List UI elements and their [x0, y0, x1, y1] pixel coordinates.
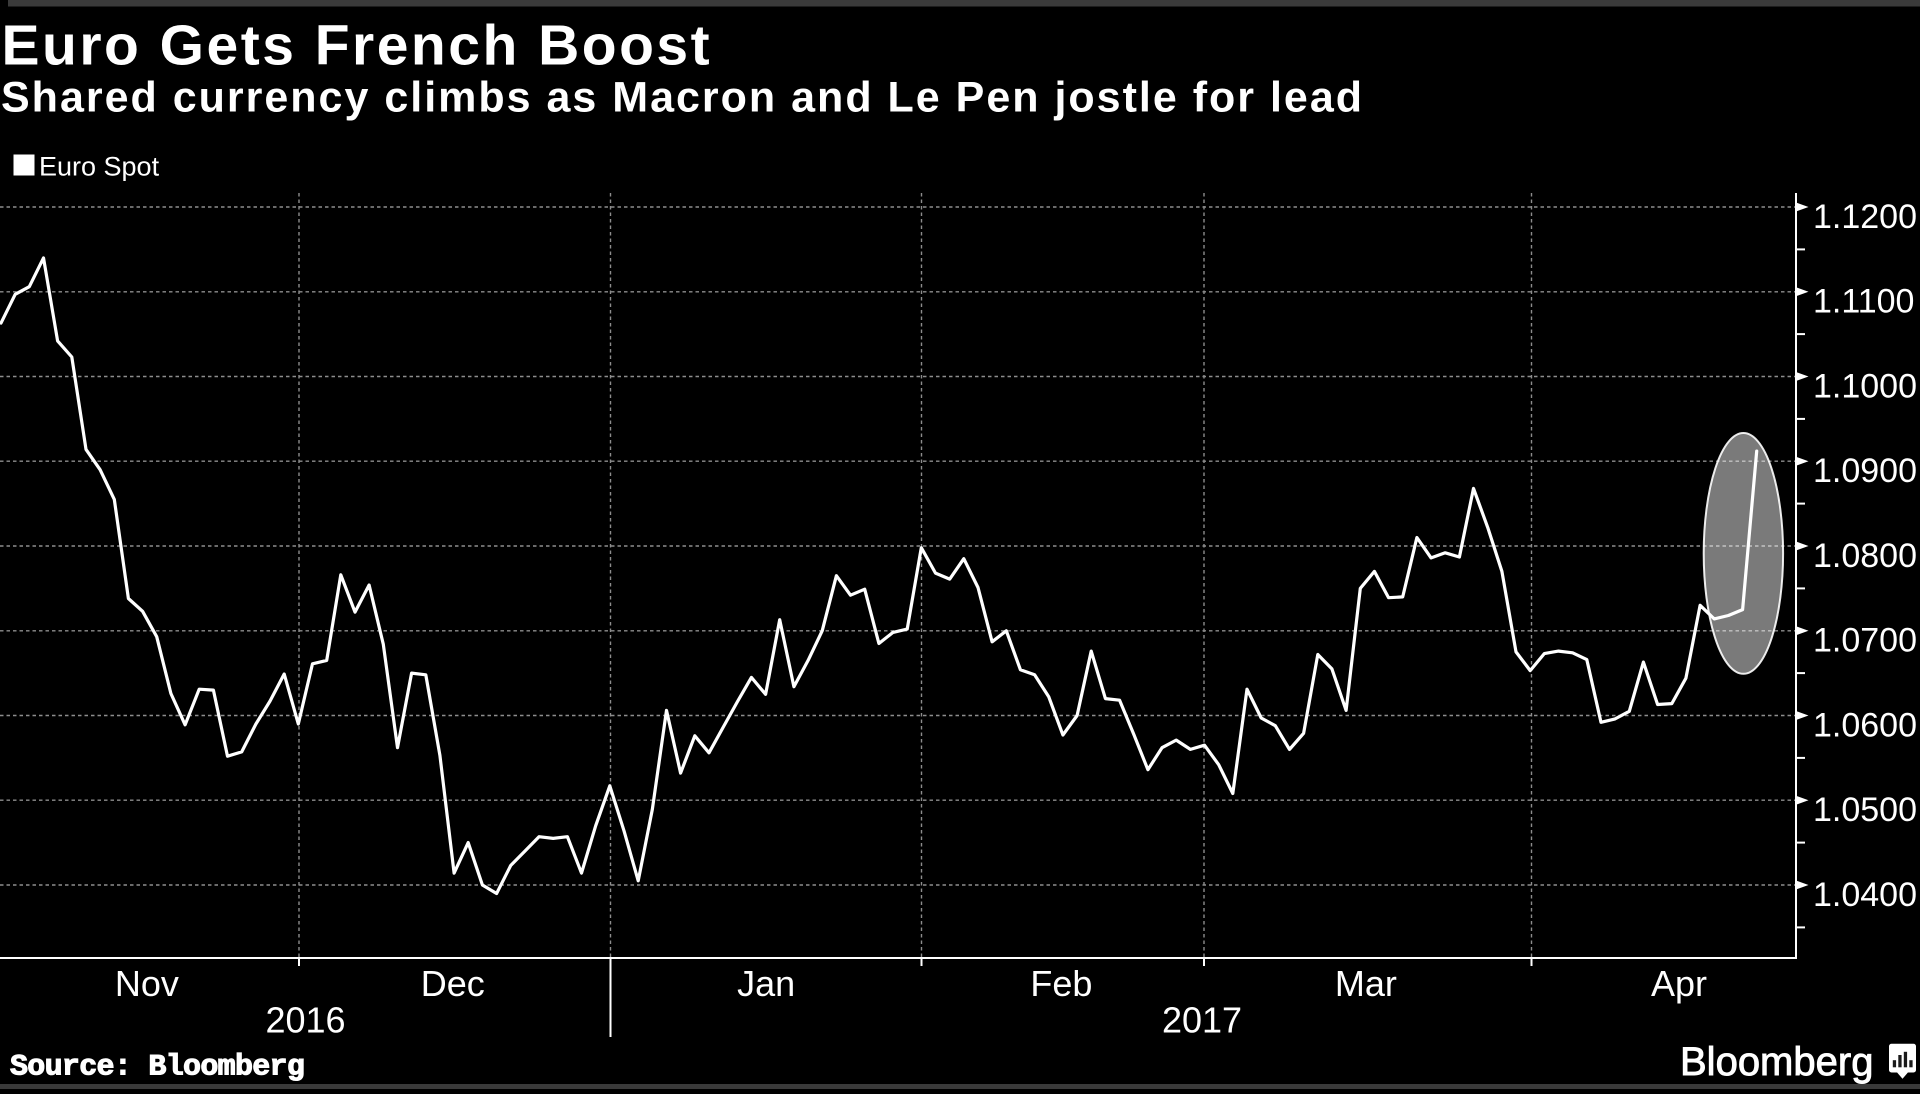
svg-text:Dec: Dec	[421, 963, 485, 1004]
svg-text:1.0700: 1.0700	[1813, 622, 1917, 660]
svg-text:1.1200: 1.1200	[1813, 198, 1917, 236]
svg-text:Shared currency climbs as Macr: Shared currency climbs as Macron and Le …	[1, 74, 1364, 122]
svg-text:1.0500: 1.0500	[1813, 791, 1917, 829]
svg-text:1.0600: 1.0600	[1813, 706, 1917, 744]
svg-text:1.0900: 1.0900	[1813, 452, 1917, 490]
svg-text:1.1100: 1.1100	[1813, 283, 1914, 321]
svg-text:1.0400: 1.0400	[1813, 876, 1917, 914]
svg-text:1.1000: 1.1000	[1813, 367, 1917, 405]
svg-text:Source: Bloomberg: Source: Bloomberg	[10, 1051, 304, 1085]
svg-text:Euro Spot: Euro Spot	[39, 151, 160, 181]
svg-text:Jan: Jan	[737, 963, 795, 1004]
svg-text:2016: 2016	[265, 1000, 345, 1041]
svg-text:2017: 2017	[1162, 1000, 1242, 1041]
svg-text:1.0800: 1.0800	[1813, 537, 1917, 575]
svg-text:Nov: Nov	[115, 963, 179, 1004]
svg-text:Bloomberg: Bloomberg	[1680, 1040, 1873, 1084]
svg-text:Apr: Apr	[1651, 963, 1707, 1004]
svg-text:Mar: Mar	[1335, 963, 1397, 1004]
svg-text:Feb: Feb	[1030, 963, 1092, 1004]
svg-text:Euro Gets French Boost: Euro Gets French Boost	[2, 14, 713, 78]
